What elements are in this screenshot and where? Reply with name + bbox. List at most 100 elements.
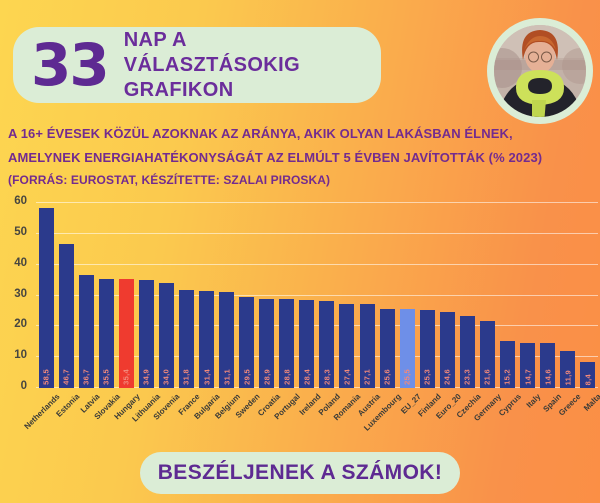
y-axis-tick-label: 0 [20,380,27,392]
bar-finland: 25,3 [419,310,435,388]
bar-slot: 25,6 Luxembourg [362,203,402,433]
header-title-line2: GRAFIKON [123,78,234,101]
bar-euro-20: 24,6 [439,312,455,388]
gridline-50: 50 [14,226,598,238]
bar-slot: 34,9 Lithuania [130,203,162,424]
bar-slot: 25,3 Finland [416,203,443,418]
bar-value-label: 28,8 [282,369,292,385]
bar-france: 31,8 [178,289,194,388]
y-axis-tick-label: 40 [14,256,27,269]
y-axis-tick-label: 50 [14,225,27,238]
bar-lithuania: 34,9 [138,280,154,388]
bar-value-label: 23,3 [462,369,472,385]
bar-slovenia: 34,0 [158,283,174,388]
bar-value-label: 27,1 [362,369,372,385]
bar-value-label: 31,4 [202,369,211,385]
header-title: NAP A VÁLASZTÁSOKIG GRAFIKON [124,28,363,103]
bar-hungary: 35,4 [118,278,134,388]
bar-netherlands: 58,5 [38,207,54,388]
bar-slot: 31,8 France [176,203,202,417]
bar-value-label: 8,4 [583,373,593,385]
bar-austria: 27,1 [359,304,375,388]
bar-value-label: 36,7 [81,369,91,385]
bar-luxembourg: 25,6 [379,309,395,388]
bar-italy: 14,7 [520,342,535,388]
bar-estonia: 46,7 [58,244,74,388]
bar-eu-27: 25,5 [399,309,415,388]
bar-slot: 31,4 Bulgaria [193,203,222,421]
bar-value-label: 46,7 [61,369,71,385]
bar-value-label: 14,7 [523,369,532,385]
bar-slot: 31,1 Belgium [213,203,242,421]
bar-belgium: 31,1 [219,292,235,388]
bar-malta: 8,4 [580,362,596,388]
bar-value-label: 11,9 [563,369,573,385]
bar-slovakia: 35,5 [98,278,114,388]
gridline-20: 20 [14,318,598,330]
bar-slot: 28,3 Poland [317,203,342,417]
bar-value-label: 34,0 [161,369,171,385]
header-pill: 33 NAP A VÁLASZTÁSOKIG GRAFIKON [13,27,381,103]
bar-value-label: 14,6 [543,369,553,385]
bar-value-label: 28,4 [302,369,312,385]
bar-slot: 23,3 Czechia [455,203,483,420]
bar-value-label: 28,9 [262,369,272,385]
bar-value-label: 28,3 [322,369,332,385]
bar-slot: 14,6 Spain [538,203,563,414]
bar-spain: 14,6 [540,342,556,388]
bar-slot: 35,5 Slovakia [92,203,122,421]
bar-value-label: 21,6 [482,369,492,385]
footer-slogan: BESZÉLJENEK A SZÁMOK! [157,461,443,484]
bar-slot: 35,4 Hungary [112,203,142,421]
bar-slot: 14,7 Italy [518,203,543,410]
bar-slot: 58,5 Netherlands [22,203,61,431]
bar-ireland: 28,4 [299,300,315,388]
bar-value-label: 27,4 [342,369,352,385]
bar-slot: 8,4 Malta [578,203,600,413]
bar-sweden: 29,5 [239,297,255,388]
bar-value-label: 25,5 [402,369,412,385]
portrait-photo-icon [487,18,593,124]
bar-value-label: 34,9 [141,369,151,385]
bar-romania: 27,4 [339,303,355,388]
bar-slot: 28,8 Portugal [273,203,302,421]
chart-description: A 16+ ÉVESEK KÖZÜL AZOKNAK AZ ARÁNYA, AK… [8,122,593,193]
y-axis-tick-label: 30 [14,287,27,300]
bars-row: 58,5 Netherlands 46,7 Estonia 36,7 Latvia 35,5… [22,203,600,433]
bar-slot: 34,0 Slovenia [152,203,182,422]
bar-value-label: 25,6 [382,369,392,385]
bar-slot: 11,9 Greece [557,203,583,418]
bar-croatia: 28,9 [259,298,275,388]
bar-slot: 46,7 Estonia [55,203,81,419]
gridline-40: 40 [14,257,598,269]
bar-slot: 15,2 Cyprus [497,203,523,418]
y-axis-tick-label: 20 [14,318,27,331]
bar-slot: 36,7 Latvia [76,203,101,415]
bar-chart-plot-area: 0 10 20 30 40 50 60 58,5 Netherlands 46,7 Estonia 3… [14,195,600,433]
bar-value-label: 35,5 [101,369,111,385]
gridline-0: 0 [21,380,598,392]
bar-value-label: 58,5 [41,369,51,385]
bar-value-label: 25,3 [422,369,432,385]
bar-value-label: 35,4 [121,369,131,385]
bar-poland: 28,3 [319,300,335,388]
bar-slot: 27,4 Romania [332,203,362,422]
bar-bulgaria: 31,4 [199,291,214,388]
bar-slot: 29,5 Sweden [234,203,262,420]
bar-slot: 24,6 Euro_20 [434,203,463,421]
bar-value-label: 31,1 [222,369,232,385]
author-portrait-photo [486,15,594,125]
header-title-line1: NAP A VÁLASZTÁSOKIG [123,28,301,76]
bar-germany: 21,6 [479,321,495,388]
bar-slot: 27,1 Austria [357,203,382,418]
bar-cyprus: 15,2 [499,341,515,388]
bar-slot: 25,5 EU_27 [397,203,422,416]
x-axis-category-label: Malta [582,392,600,413]
description-source-line: (FORRÁS: EUROSTAT, KÉSZÍTETTE: SZALAI PI… [8,173,331,187]
gridline-60: 60 [14,195,598,207]
bar-value-label: 29,5 [242,369,252,385]
bar-value-label: 15,2 [502,369,512,385]
bar-value-label: 31,8 [181,369,191,385]
bar-portugal: 28,8 [279,299,295,388]
